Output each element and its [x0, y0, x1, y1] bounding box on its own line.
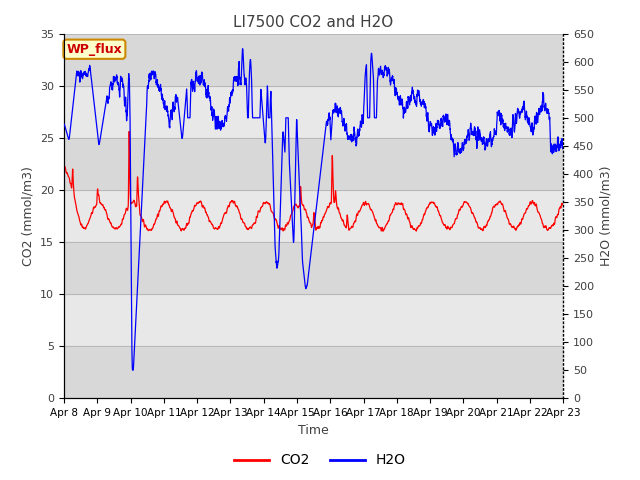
Bar: [64, 346, 563, 398]
X-axis label: Time: Time: [298, 424, 329, 437]
Bar: [64, 242, 563, 294]
Bar: [64, 34, 563, 86]
Y-axis label: CO2 (mmol/m3): CO2 (mmol/m3): [22, 166, 35, 266]
Title: LI7500 CO2 and H2O: LI7500 CO2 and H2O: [234, 15, 394, 30]
Bar: [64, 138, 563, 190]
Text: WP_flux: WP_flux: [67, 43, 122, 56]
Legend: CO2, H2O: CO2, H2O: [228, 448, 412, 473]
Y-axis label: H2O (mmol/m3): H2O (mmol/m3): [600, 166, 612, 266]
